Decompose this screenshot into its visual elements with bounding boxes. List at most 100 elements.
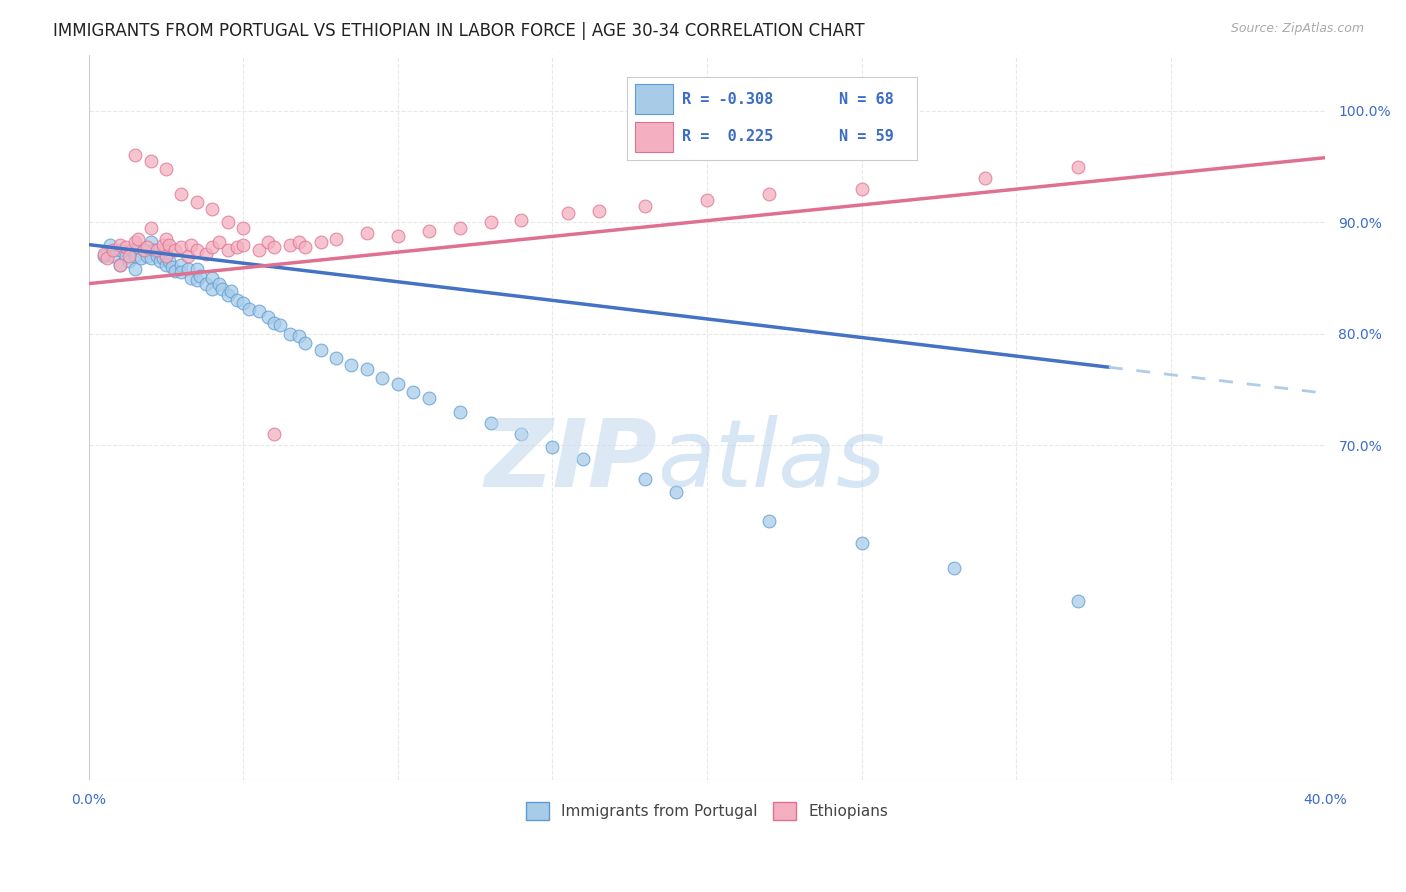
Point: [943, 561, 966, 575]
Point: [309, 235, 332, 250]
Point: [207, 235, 229, 250]
Point: [145, 243, 167, 257]
Point: [356, 362, 378, 376]
Point: [134, 243, 156, 257]
Point: [257, 310, 280, 324]
Point: [124, 148, 146, 162]
Point: [226, 293, 249, 308]
Point: [325, 232, 347, 246]
Point: [851, 536, 873, 550]
Point: [238, 302, 260, 317]
Point: [139, 251, 162, 265]
Point: [93, 246, 115, 260]
Point: [387, 228, 409, 243]
Point: [165, 264, 187, 278]
Point: [1067, 594, 1090, 608]
Point: [186, 195, 208, 210]
Legend: Immigrants from Portugal, Ethiopians: Immigrants from Portugal, Ethiopians: [520, 796, 894, 826]
Point: [288, 235, 311, 250]
Point: [114, 249, 136, 263]
Point: [572, 451, 595, 466]
Point: [634, 472, 657, 486]
Point: [108, 237, 131, 252]
Point: [145, 249, 167, 263]
Point: [139, 154, 162, 169]
Point: [207, 277, 229, 291]
Point: [155, 258, 177, 272]
Point: [152, 237, 174, 252]
Point: [634, 198, 657, 212]
Text: ZIP: ZIP: [485, 415, 658, 507]
Point: [176, 262, 198, 277]
Point: [232, 237, 254, 252]
Point: [136, 249, 159, 263]
Point: [696, 193, 718, 207]
Point: [974, 170, 997, 185]
Point: [510, 427, 533, 442]
Point: [278, 237, 301, 252]
Point: [418, 392, 440, 406]
Point: [219, 285, 242, 299]
Point: [356, 227, 378, 241]
Point: [121, 243, 143, 257]
Point: [758, 187, 780, 202]
Point: [142, 243, 165, 257]
Point: [176, 249, 198, 263]
Text: atlas: atlas: [658, 416, 886, 507]
Point: [149, 254, 172, 268]
Point: [588, 204, 610, 219]
Point: [309, 343, 332, 358]
Point: [263, 427, 285, 442]
Point: [180, 271, 202, 285]
Point: [217, 243, 239, 257]
Point: [170, 240, 193, 254]
Point: [479, 416, 502, 430]
Point: [217, 287, 239, 301]
Point: [160, 260, 183, 274]
Point: [195, 277, 218, 291]
Point: [851, 182, 873, 196]
Point: [201, 282, 224, 296]
Point: [93, 249, 115, 263]
Point: [294, 240, 316, 254]
Point: [247, 304, 270, 318]
Point: [134, 243, 156, 257]
Point: [155, 249, 177, 263]
Point: [108, 258, 131, 272]
Point: [195, 246, 218, 260]
Point: [96, 251, 118, 265]
Point: [103, 249, 125, 263]
Text: IMMIGRANTS FROM PORTUGAL VS ETHIOPIAN IN LABOR FORCE | AGE 30-34 CORRELATION CHA: IMMIGRANTS FROM PORTUGAL VS ETHIOPIAN IN…: [53, 22, 865, 40]
Point: [263, 316, 285, 330]
Point: [294, 335, 316, 350]
Point: [124, 262, 146, 277]
Point: [226, 240, 249, 254]
Point: [211, 282, 233, 296]
Point: [479, 215, 502, 229]
Point: [155, 161, 177, 176]
Point: [118, 249, 141, 263]
Point: [263, 240, 285, 254]
Point: [269, 318, 291, 332]
Point: [510, 213, 533, 227]
Point: [449, 220, 471, 235]
Point: [136, 240, 159, 254]
Point: [201, 240, 224, 254]
Point: [371, 371, 394, 385]
Point: [108, 258, 131, 272]
Point: [232, 295, 254, 310]
Point: [278, 326, 301, 341]
Point: [418, 224, 440, 238]
Text: Source: ZipAtlas.com: Source: ZipAtlas.com: [1230, 22, 1364, 36]
Point: [165, 243, 187, 257]
Point: [108, 243, 131, 257]
Point: [155, 246, 177, 260]
Point: [139, 220, 162, 235]
Point: [402, 384, 425, 399]
Point: [557, 206, 579, 220]
Point: [247, 243, 270, 257]
Point: [232, 220, 254, 235]
Point: [100, 237, 122, 252]
Point: [124, 235, 146, 250]
Point: [118, 254, 141, 268]
